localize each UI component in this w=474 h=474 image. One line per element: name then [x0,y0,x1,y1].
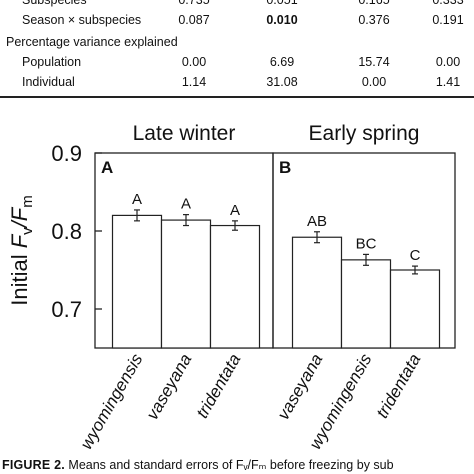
panel-title: Early spring [309,122,420,145]
table-cell: 0.735 [178,0,210,7]
bar [389,269,441,349]
row-label: Season × subspecies [22,13,142,27]
x-tick-label: tridentata [373,351,425,422]
bar [209,224,261,349]
table-cell: 0.191 [432,13,464,27]
table-cell: 6.69 [269,55,295,69]
row-label: Subspecies [22,0,87,7]
table-cell: 0.051 [266,0,298,7]
significance-letter: AB [307,213,327,230]
significance-letter: BC [356,235,377,252]
anova-table: Subspecies 0.735 0.051 0.165 0.333 Seaso… [0,0,474,96]
table-row: Individual 1.14 31.08 0.00 1.41 [0,73,474,91]
bar [340,259,392,349]
section-label: Percentage variance explained [6,35,178,49]
significance-letter: C [410,247,421,264]
table-cell: 1.14 [181,75,207,89]
y-axis-label: Initial Fv/Fm [7,195,36,306]
table-cell-significant: 0.010 [266,13,298,27]
y-tick-label: 0.9 [51,141,82,166]
table-cell: 31.08 [266,75,298,89]
x-tick-label: tridentata [193,351,245,422]
table-section-heading: Percentage variance explained [0,33,474,51]
table-row: Population 0.00 6.69 15.74 0.00 [0,53,474,71]
bar [291,236,343,349]
significance-letter: A [132,191,142,208]
x-tick-label: vaseyana [143,351,196,424]
x-tick-label: vaseyana [274,351,327,424]
table-cell: 0.333 [432,0,464,7]
significance-letter: A [181,196,191,213]
row-label: Individual [22,75,75,89]
row-label: Population [22,55,82,69]
panel-letter: B [279,158,291,177]
table-bottom-rule [0,96,474,98]
caption-text: Means and standard errors of Fᵥ/Fₘ befor… [68,458,394,472]
y-tick-label: 0.7 [51,297,82,322]
y-tick-label: 0.8 [51,219,82,244]
figure-caption: FIGURE 2. Means and standard errors of F… [2,457,474,473]
panel-letter: A [101,158,113,177]
table-row: Subspecies 0.735 0.051 0.165 0.333 [0,0,474,9]
table-cell: 1.41 [435,75,461,89]
panel-title: Late winter [133,122,236,145]
table-cell: 0.00 [181,55,207,69]
x-tick-label: wyomingensis [77,350,147,452]
table-cell: 15.74 [358,55,390,69]
significance-letter: A [230,202,240,219]
table-row: Season × subspecies 0.087 0.010 0.376 0.… [0,11,474,29]
table-cell: 0.00 [435,55,461,69]
table-cell: 0.087 [178,13,210,27]
table-cell: 0.00 [361,75,387,89]
table-cell: 0.165 [358,0,390,7]
table-cell: 0.376 [358,13,390,27]
bar [111,214,163,349]
figure-label: FIGURE 2. [2,458,65,472]
bar [160,219,212,349]
